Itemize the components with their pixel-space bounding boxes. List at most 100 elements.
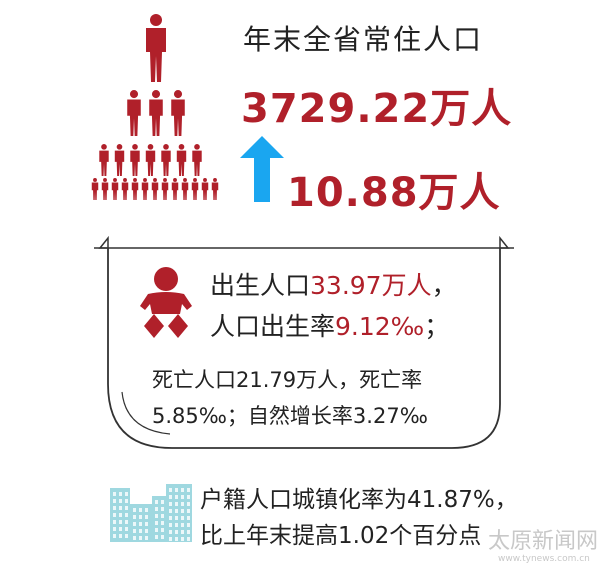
building-window [113,492,116,496]
building-window [181,488,184,492]
birth-rate-line: 人口出生率9.12‰； [210,307,449,343]
person-figure [181,178,189,200]
building-window [119,527,122,531]
urbanization-change-line: 比上年末提高1.02个百分点 [200,523,482,549]
building-window [113,506,116,510]
person-figure [131,178,139,200]
growth-rate-line: 5.85‰；自然增长率3.27‰ [152,404,428,428]
building-window [169,537,172,541]
building-window [181,509,184,513]
building-window [181,502,184,506]
building-window [155,535,158,539]
building-window [175,523,178,527]
building-window [181,516,184,520]
building-window [161,528,164,532]
person-figure [176,144,187,176]
building-window [187,516,190,520]
building-window [119,513,122,517]
watermark-logo: 太原新闻网 [488,529,599,554]
person-figure [151,178,159,200]
building-window [125,534,128,538]
birth-rate-label: 人口出生率 [210,312,336,341]
building-window [169,488,172,492]
building-window [175,530,178,534]
building-window [187,530,190,534]
person-figure [161,178,169,200]
building-window [155,507,158,511]
building-window [119,534,122,538]
building-window [187,502,190,506]
person-figure [101,178,109,200]
deaths-line: 死亡人口21.79万人，死亡率 [152,368,423,392]
population-title: 年末全省常住人口 [243,23,484,56]
building-window [145,529,148,533]
building-window [169,523,172,527]
building-window [139,522,142,526]
person-figure [121,178,129,200]
person-figure [191,178,199,200]
building-window [155,500,158,504]
building-window [133,508,136,512]
building-window [125,513,128,517]
building-window [119,499,122,503]
building-window [169,530,172,534]
building-window [181,530,184,534]
births-value: 33.97万人 [310,271,432,300]
birth-rate-separator: ； [424,312,450,341]
building-window [175,509,178,513]
building-window [145,515,148,519]
building-window [161,521,164,525]
person-figure [192,144,202,176]
person-figure [201,178,209,200]
births-label: 出生人口 [210,271,311,300]
building-window [119,506,122,510]
building-window [175,516,178,520]
population-pyramid-icon [91,14,219,200]
person-figure [114,144,125,176]
person-figure [130,144,140,176]
building-window [139,536,142,540]
person-figure [171,90,185,136]
building-window [139,508,142,512]
building-window [161,514,164,518]
building-window [133,522,136,526]
building-window [181,495,184,499]
building-window [175,495,178,499]
building-window [187,509,190,513]
person-figure [161,144,171,176]
person-figure [211,178,219,200]
building-window [175,502,178,506]
building-window [113,534,116,538]
building-window [169,495,172,499]
person-figure [91,178,99,200]
birth-rate-value: 9.12‰ [335,312,425,341]
births-separator: ， [431,271,457,300]
building-window [175,537,178,541]
person-figure [146,14,166,82]
building-window [125,492,128,496]
building-window [155,521,158,525]
building-window [161,507,164,511]
building-window [187,488,190,492]
building-window [113,499,116,503]
building-window [145,508,148,512]
building-window [155,528,158,532]
building-window [139,515,142,519]
building-window [113,520,116,524]
buildings-icon [110,484,192,542]
person-figure [149,90,163,136]
watermark-url: www.tynews.com.cn [498,554,590,564]
baby-icon [140,267,192,338]
urbanization-line: 户籍人口城镇化率为41.87%， [200,487,518,513]
building-window [161,535,164,539]
person-figure [145,144,156,176]
building-window [133,515,136,519]
building-window [119,492,122,496]
building-window [181,523,184,527]
building-window [119,520,122,524]
person-figure [171,178,179,200]
building-window [187,537,190,541]
building-window [187,495,190,499]
building-window [139,529,142,533]
building-window [125,520,128,524]
